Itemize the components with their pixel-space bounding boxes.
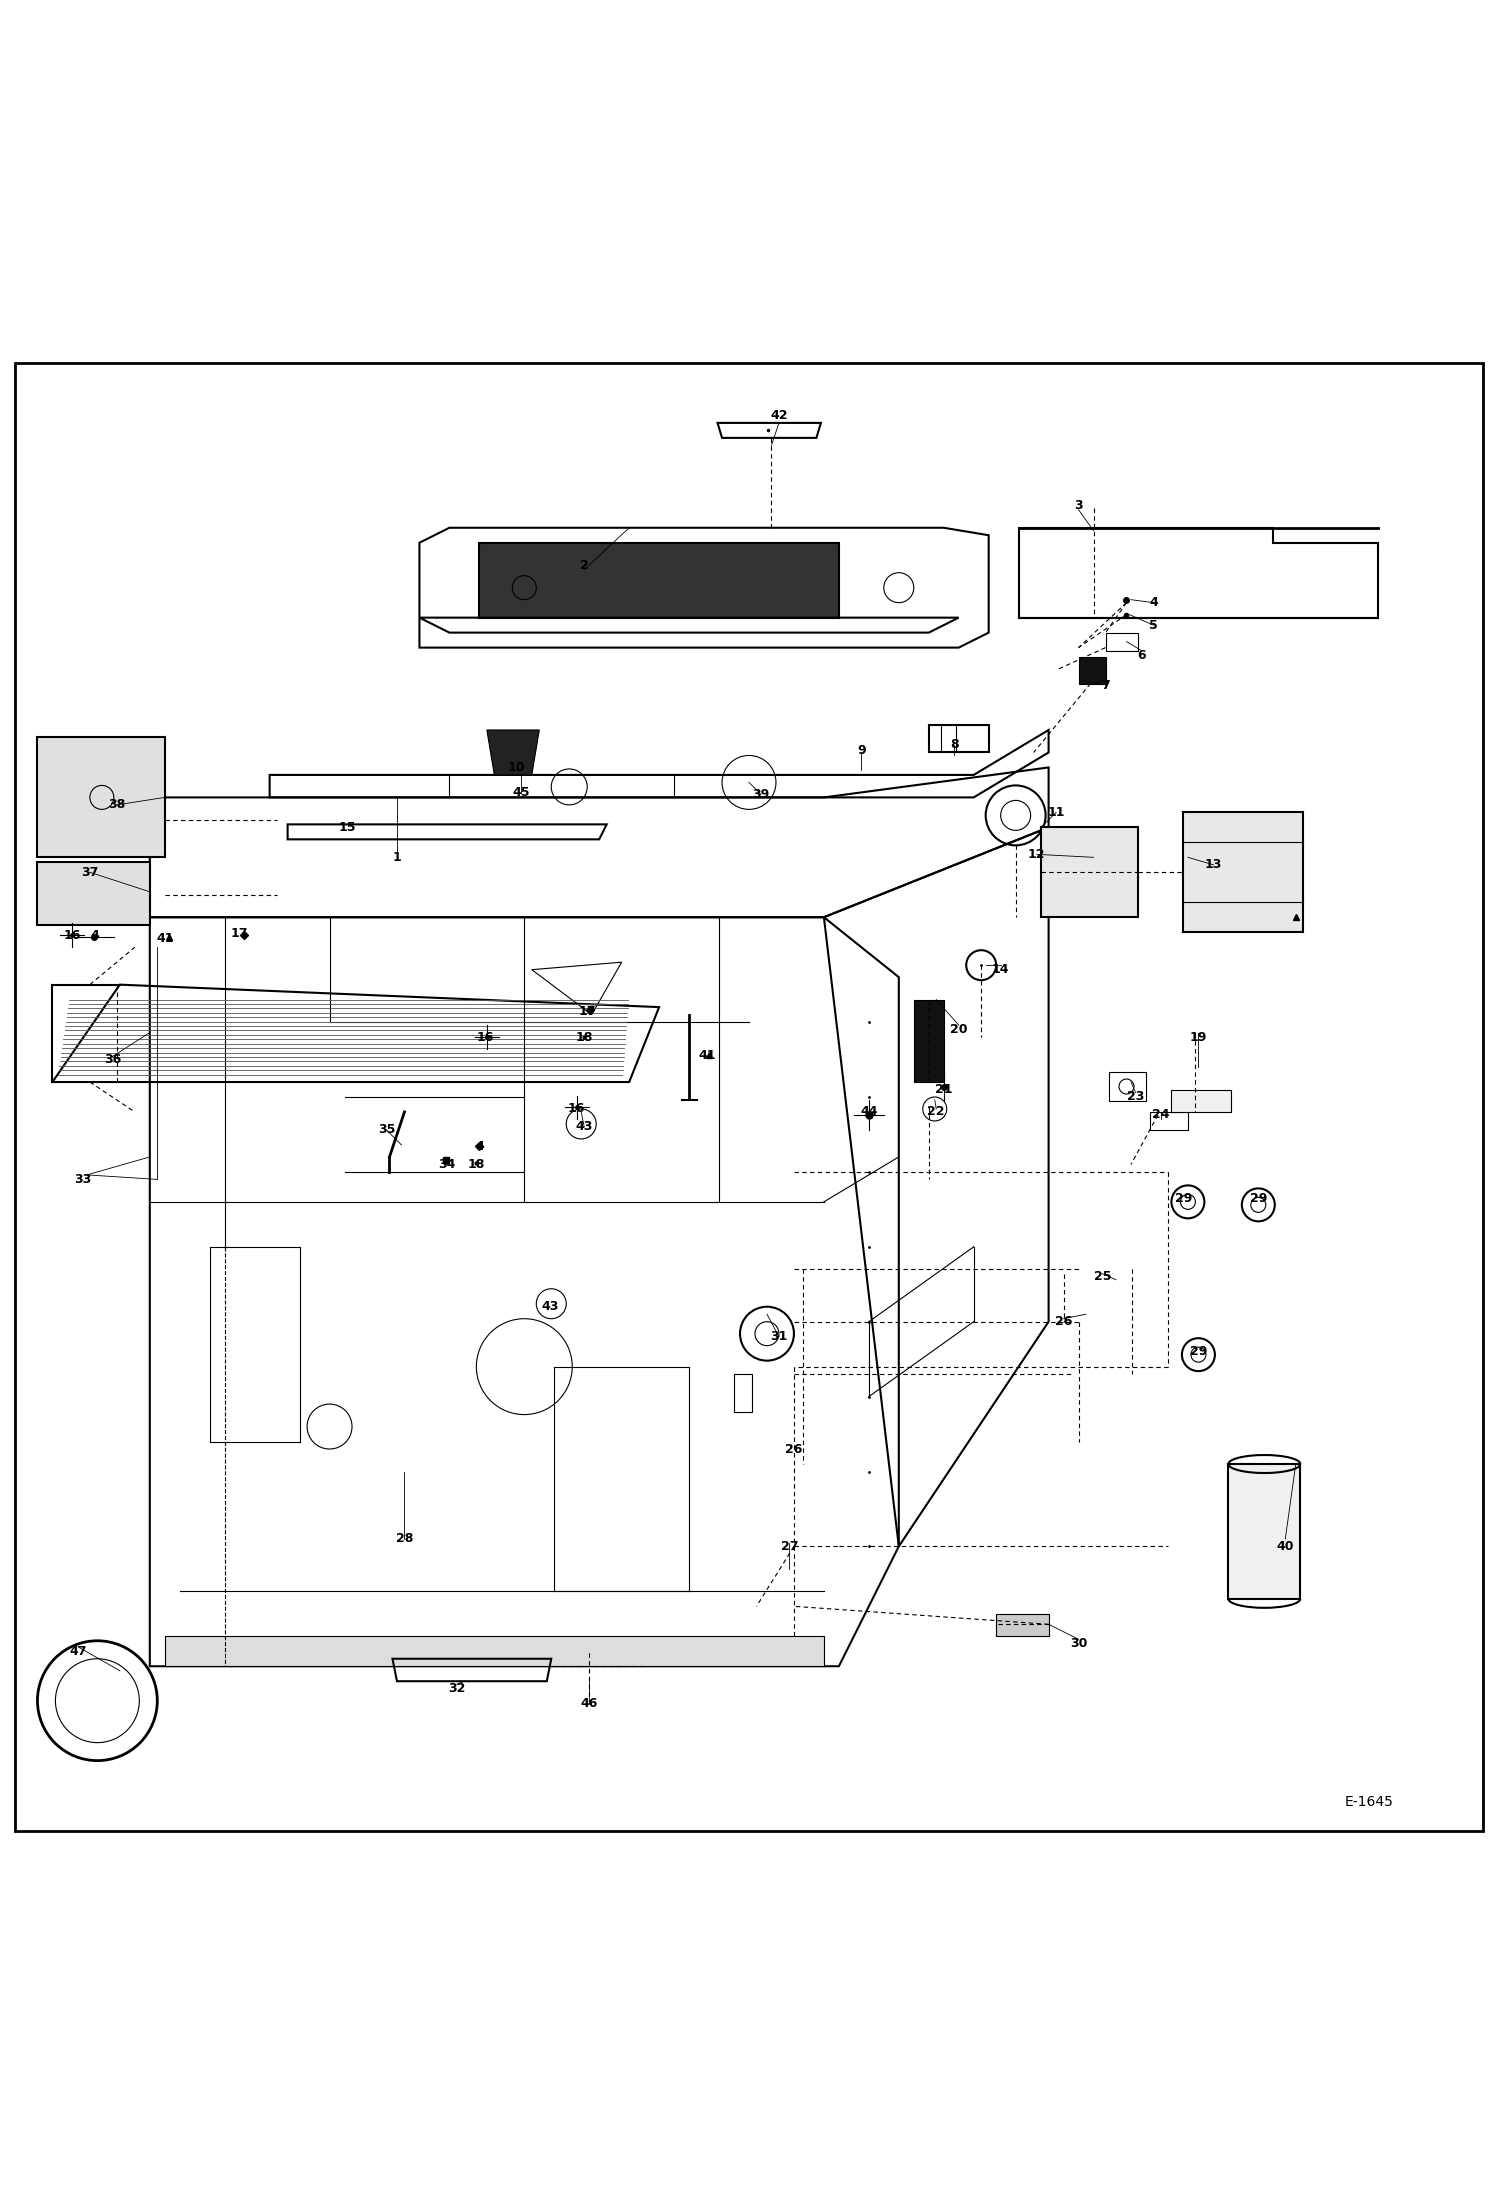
Text: 4: 4 bbox=[475, 1141, 484, 1152]
Text: 16: 16 bbox=[63, 928, 81, 941]
Text: 6: 6 bbox=[1137, 649, 1146, 663]
Polygon shape bbox=[37, 737, 165, 858]
Text: 1: 1 bbox=[392, 851, 401, 864]
Polygon shape bbox=[914, 1000, 944, 1082]
Bar bbox=[1171, 1090, 1231, 1112]
Text: 37: 37 bbox=[81, 867, 99, 880]
Text: 21: 21 bbox=[935, 1084, 953, 1097]
Text: 9: 9 bbox=[857, 744, 866, 757]
Polygon shape bbox=[1041, 827, 1138, 917]
Text: 39: 39 bbox=[752, 788, 770, 801]
Bar bbox=[1079, 656, 1106, 685]
Text: 24: 24 bbox=[1152, 1108, 1170, 1121]
Text: 20: 20 bbox=[950, 1022, 968, 1036]
Bar bbox=[1150, 1112, 1188, 1130]
Text: 31: 31 bbox=[770, 1330, 788, 1343]
Text: 17: 17 bbox=[578, 1005, 596, 1018]
Polygon shape bbox=[165, 1637, 824, 1665]
Text: 33: 33 bbox=[73, 1174, 91, 1187]
Text: 3: 3 bbox=[1074, 498, 1083, 511]
Text: 26: 26 bbox=[785, 1441, 803, 1455]
Text: 36: 36 bbox=[103, 1053, 121, 1066]
Text: 11: 11 bbox=[1047, 805, 1065, 818]
Text: 45: 45 bbox=[512, 785, 530, 799]
Text: 2: 2 bbox=[580, 559, 589, 573]
Polygon shape bbox=[487, 731, 539, 774]
Text: 17: 17 bbox=[231, 928, 249, 941]
Text: E-1645: E-1645 bbox=[1344, 1795, 1393, 1808]
Text: 27: 27 bbox=[780, 1540, 798, 1553]
Text: 44: 44 bbox=[860, 1106, 878, 1119]
Text: 28: 28 bbox=[395, 1531, 413, 1545]
Text: 13: 13 bbox=[1204, 858, 1222, 871]
Text: 10: 10 bbox=[508, 761, 526, 774]
Text: 16: 16 bbox=[568, 1101, 586, 1115]
Bar bbox=[929, 726, 989, 753]
Text: 25: 25 bbox=[1094, 1270, 1112, 1283]
Text: 46: 46 bbox=[580, 1698, 598, 1709]
Polygon shape bbox=[1183, 812, 1303, 932]
Text: 32: 32 bbox=[448, 1683, 466, 1696]
Text: 8: 8 bbox=[950, 739, 959, 753]
Bar bbox=[734, 1373, 752, 1411]
Text: 4: 4 bbox=[1149, 597, 1158, 610]
Text: 47: 47 bbox=[69, 1646, 87, 1659]
Text: 41: 41 bbox=[698, 1049, 716, 1062]
Text: 40: 40 bbox=[1276, 1540, 1294, 1553]
Text: 5: 5 bbox=[1149, 619, 1158, 632]
Text: 41: 41 bbox=[156, 932, 174, 946]
Text: 22: 22 bbox=[927, 1106, 945, 1119]
Polygon shape bbox=[479, 542, 839, 619]
Text: 35: 35 bbox=[377, 1123, 395, 1136]
Polygon shape bbox=[996, 1615, 1049, 1637]
Text: 23: 23 bbox=[1126, 1090, 1144, 1104]
Text: 43: 43 bbox=[541, 1301, 559, 1314]
Text: 18: 18 bbox=[575, 1031, 593, 1044]
Text: 42: 42 bbox=[770, 408, 788, 421]
Text: 29: 29 bbox=[1249, 1191, 1267, 1205]
Text: 43: 43 bbox=[575, 1121, 593, 1134]
Text: 34: 34 bbox=[437, 1158, 455, 1172]
Text: 16: 16 bbox=[476, 1031, 494, 1044]
Text: 4: 4 bbox=[90, 928, 99, 941]
Text: 30: 30 bbox=[1070, 1637, 1088, 1650]
Bar bbox=[1228, 1463, 1300, 1599]
Text: 29: 29 bbox=[1174, 1191, 1192, 1205]
Text: 38: 38 bbox=[108, 799, 126, 812]
Bar bbox=[1109, 1071, 1146, 1101]
Text: 15: 15 bbox=[339, 821, 357, 834]
Text: 18: 18 bbox=[467, 1158, 485, 1172]
Text: 19: 19 bbox=[1189, 1031, 1207, 1044]
Bar bbox=[1106, 632, 1138, 652]
Text: 12: 12 bbox=[1028, 847, 1046, 860]
Text: 7: 7 bbox=[1101, 678, 1110, 691]
Text: 14: 14 bbox=[992, 963, 1010, 976]
Text: 29: 29 bbox=[1189, 1345, 1207, 1358]
Text: 26: 26 bbox=[1055, 1314, 1073, 1327]
Polygon shape bbox=[37, 862, 150, 924]
